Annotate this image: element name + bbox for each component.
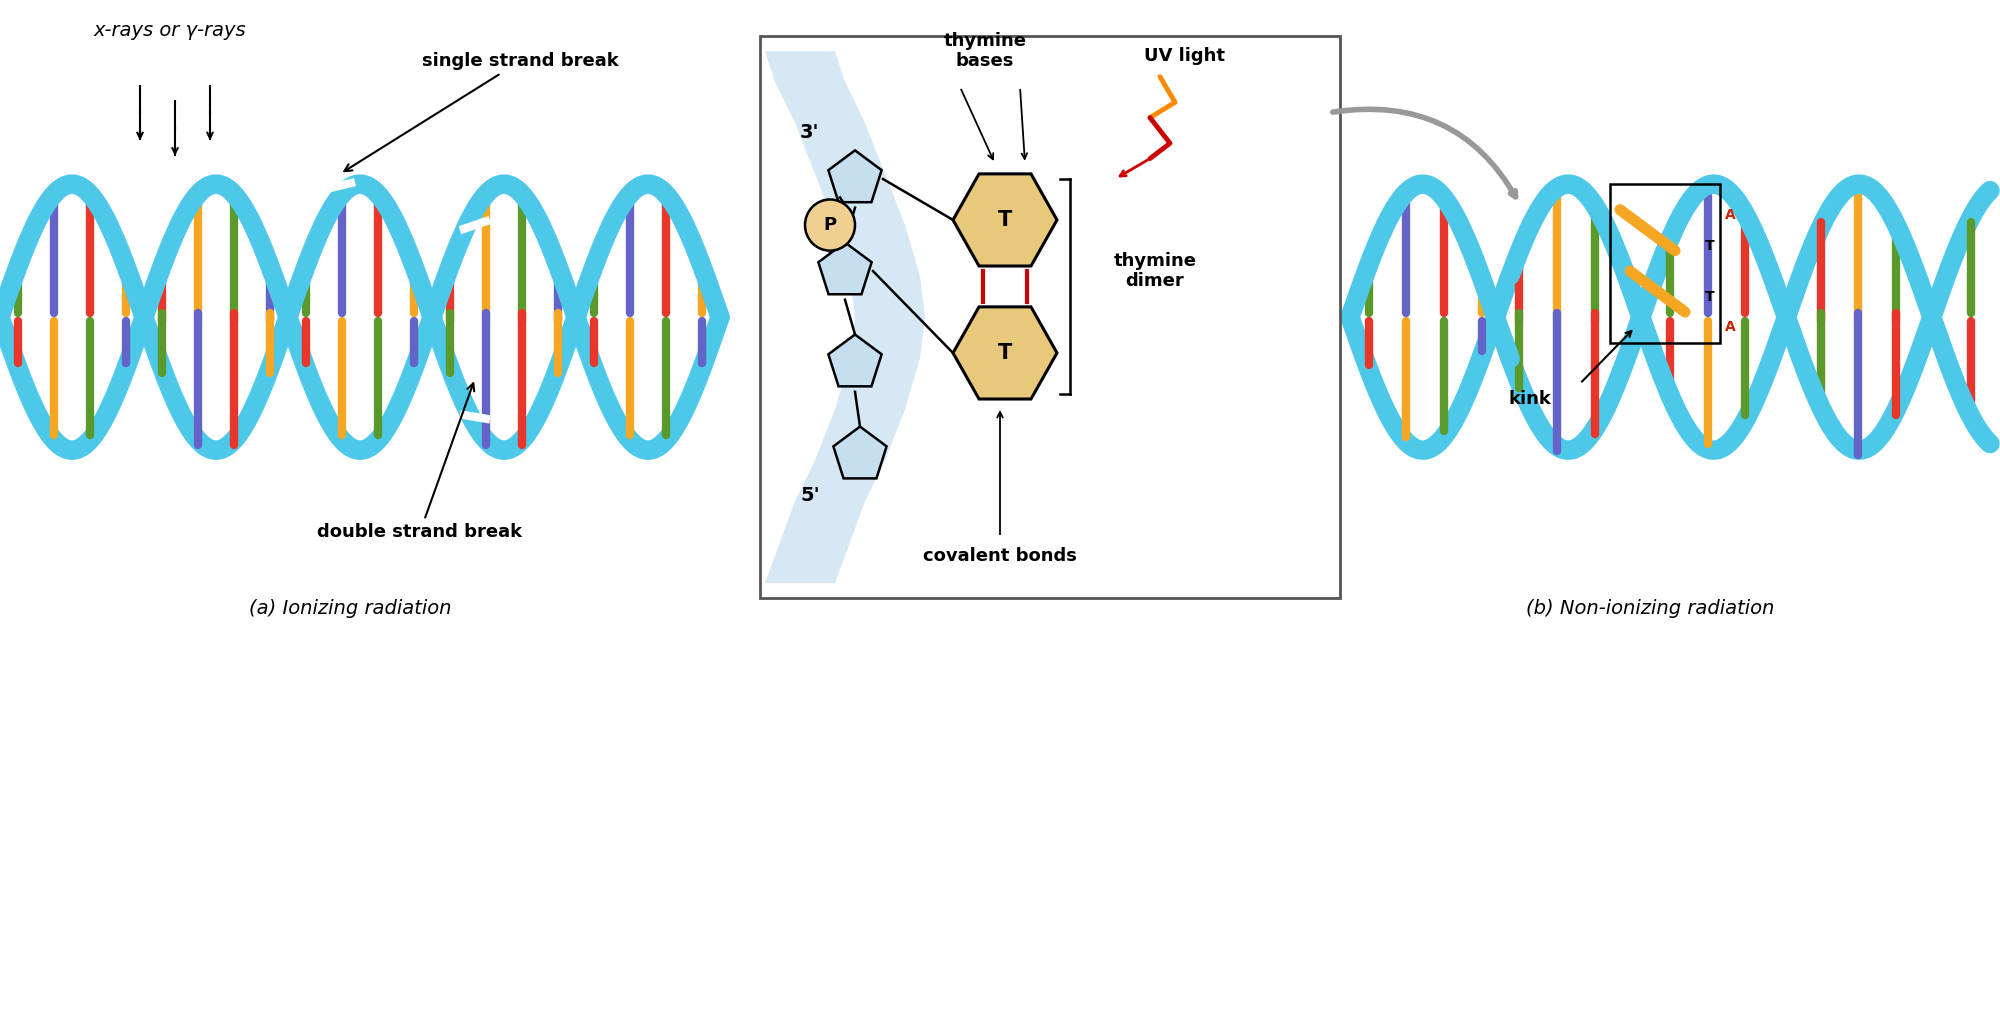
Text: sugar: sugar	[728, 938, 772, 953]
Text: T: T	[998, 343, 1012, 363]
Text: O: O	[742, 670, 758, 688]
Text: O: O	[1390, 824, 1406, 842]
Text: 5': 5'	[800, 486, 820, 505]
Text: 3': 3'	[800, 123, 820, 142]
Text: O: O	[1502, 670, 1518, 688]
Text: covalent bonds: covalent bonds	[924, 546, 1076, 565]
Text: thymine
dimer: thymine dimer	[1114, 252, 1196, 291]
Text: UV light: UV light	[1144, 47, 1226, 65]
Text: double strand break: double strand break	[318, 384, 522, 541]
Polygon shape	[954, 174, 1056, 266]
Text: P: P	[824, 216, 836, 234]
Text: A: A	[1724, 208, 1736, 222]
Polygon shape	[828, 150, 882, 203]
Text: N: N	[512, 882, 528, 900]
Text: x-rays or γ-rays: x-rays or γ-rays	[94, 21, 246, 40]
Text: HN: HN	[1408, 752, 1432, 770]
Text: A: A	[1724, 320, 1736, 335]
Text: CH₃: CH₃	[1600, 730, 1624, 744]
Text: HN: HN	[418, 752, 442, 770]
Text: CH₃: CH₃	[1370, 730, 1394, 744]
Text: T: T	[1704, 238, 1714, 253]
Polygon shape	[834, 427, 886, 479]
FancyBboxPatch shape	[760, 36, 1340, 598]
Text: HN: HN	[1178, 752, 1202, 770]
Polygon shape	[818, 242, 872, 295]
Circle shape	[806, 199, 856, 251]
Text: single strand break: single strand break	[344, 52, 618, 171]
Text: sugar: sugar	[1258, 938, 1302, 953]
Polygon shape	[828, 335, 882, 387]
Text: (a) Ionizing radiation: (a) Ionizing radiation	[248, 598, 452, 618]
Text: O: O	[400, 824, 416, 842]
Text: O: O	[1160, 824, 1176, 842]
Text: N: N	[1502, 882, 1518, 900]
Text: T: T	[1704, 290, 1714, 304]
Text: thymine
bases: thymine bases	[944, 32, 1026, 71]
Text: sugar: sugar	[498, 938, 542, 953]
Text: kink: kink	[1508, 390, 1552, 408]
Text: T: T	[998, 210, 1012, 230]
Text: O: O	[512, 670, 528, 688]
Polygon shape	[954, 307, 1056, 399]
Text: (b) Non-ionizing radiation: (b) Non-ionizing radiation	[1526, 598, 1774, 618]
Text: N: N	[742, 882, 758, 900]
Polygon shape	[764, 51, 924, 583]
Text: O: O	[1272, 670, 1288, 688]
Text: N: N	[1272, 882, 1288, 900]
Text: O: O	[630, 824, 646, 842]
Text: sugar: sugar	[1488, 938, 1532, 953]
Text: HN: HN	[648, 752, 672, 770]
